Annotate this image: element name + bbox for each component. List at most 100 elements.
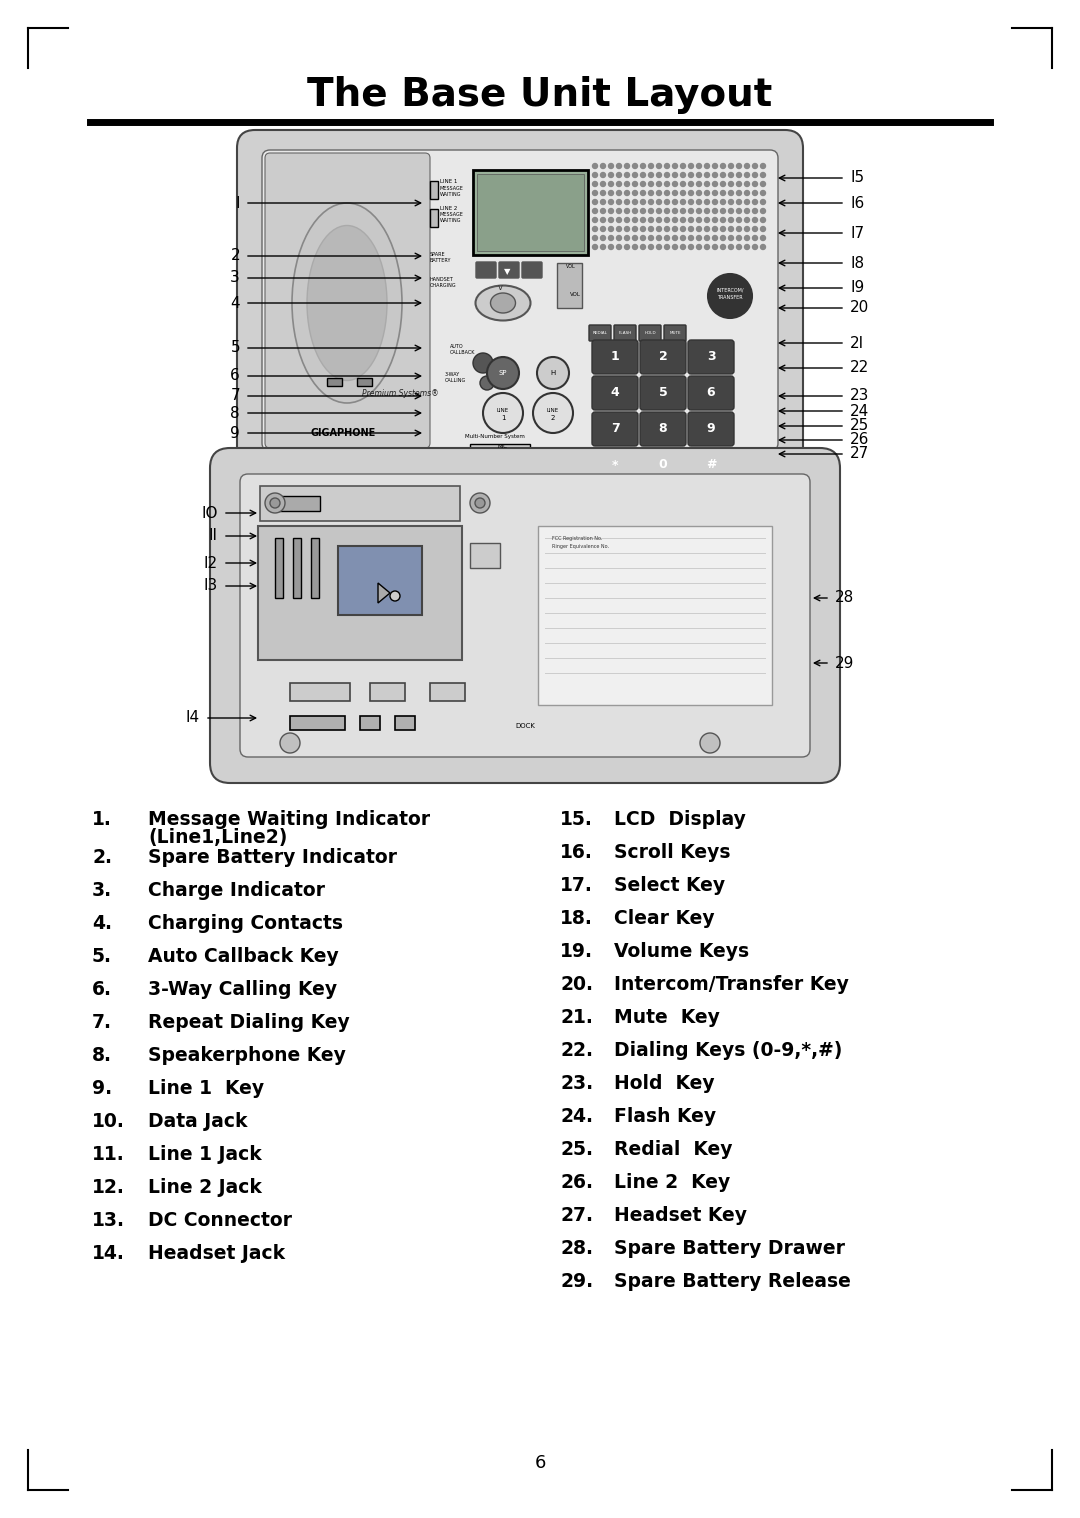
Text: 19.: 19. bbox=[561, 943, 593, 961]
Circle shape bbox=[617, 164, 621, 168]
Text: 6.: 6. bbox=[92, 979, 112, 999]
Circle shape bbox=[697, 244, 702, 249]
Text: Auto Callback Key: Auto Callback Key bbox=[148, 947, 339, 965]
FancyBboxPatch shape bbox=[538, 527, 772, 704]
Bar bbox=[430, 683, 465, 701]
Circle shape bbox=[753, 173, 757, 178]
Text: 24.: 24. bbox=[561, 1107, 593, 1126]
Circle shape bbox=[633, 244, 637, 249]
FancyBboxPatch shape bbox=[592, 376, 638, 410]
Text: 3.: 3. bbox=[92, 880, 112, 900]
Circle shape bbox=[680, 208, 686, 214]
FancyBboxPatch shape bbox=[589, 325, 611, 342]
Circle shape bbox=[729, 164, 733, 168]
Circle shape bbox=[673, 164, 677, 168]
Text: 8: 8 bbox=[659, 422, 667, 436]
Circle shape bbox=[633, 190, 637, 196]
Text: Intercom/Transfer Key: Intercom/Transfer Key bbox=[615, 975, 849, 994]
Text: 23: 23 bbox=[850, 389, 869, 404]
Circle shape bbox=[640, 244, 646, 249]
Bar bbox=[473, 170, 588, 255]
Circle shape bbox=[689, 217, 693, 223]
Text: IO: IO bbox=[202, 505, 218, 521]
Text: II: II bbox=[210, 528, 218, 543]
Circle shape bbox=[664, 164, 670, 168]
FancyBboxPatch shape bbox=[688, 448, 734, 483]
Circle shape bbox=[657, 208, 661, 214]
Bar bbox=[260, 486, 460, 521]
Circle shape bbox=[673, 182, 677, 187]
Circle shape bbox=[624, 208, 630, 214]
Circle shape bbox=[617, 173, 621, 178]
Text: 21.: 21. bbox=[561, 1008, 593, 1028]
Text: ▼: ▼ bbox=[503, 267, 510, 276]
Circle shape bbox=[633, 235, 637, 240]
Text: Speakerphone Key: Speakerphone Key bbox=[148, 1046, 346, 1064]
FancyBboxPatch shape bbox=[592, 448, 638, 483]
Circle shape bbox=[737, 190, 742, 196]
Circle shape bbox=[673, 190, 677, 196]
Circle shape bbox=[600, 208, 606, 214]
Bar bbox=[395, 716, 415, 730]
Circle shape bbox=[729, 244, 733, 249]
Text: 12.: 12. bbox=[92, 1178, 125, 1196]
Text: Multi-Number System: Multi-Number System bbox=[465, 434, 525, 439]
Circle shape bbox=[744, 164, 750, 168]
Bar bbox=[357, 378, 372, 386]
Text: *: * bbox=[611, 458, 618, 472]
Text: 9.: 9. bbox=[92, 1079, 112, 1098]
Circle shape bbox=[697, 208, 702, 214]
Circle shape bbox=[704, 199, 710, 205]
Circle shape bbox=[680, 217, 686, 223]
Text: MUTE: MUTE bbox=[670, 331, 680, 335]
Text: 17.: 17. bbox=[561, 876, 593, 896]
Text: LINE: LINE bbox=[546, 407, 559, 413]
Circle shape bbox=[704, 244, 710, 249]
Circle shape bbox=[608, 226, 613, 232]
FancyBboxPatch shape bbox=[237, 131, 804, 477]
Circle shape bbox=[265, 493, 285, 513]
Text: 3-WAY: 3-WAY bbox=[445, 372, 460, 376]
Circle shape bbox=[673, 208, 677, 214]
Circle shape bbox=[640, 164, 646, 168]
Circle shape bbox=[487, 357, 519, 389]
Text: Data Jack: Data Jack bbox=[148, 1111, 247, 1131]
Bar bbox=[293, 537, 301, 598]
Circle shape bbox=[753, 199, 757, 205]
Circle shape bbox=[664, 173, 670, 178]
Text: Line 2 Jack: Line 2 Jack bbox=[148, 1178, 261, 1196]
Circle shape bbox=[608, 190, 613, 196]
Circle shape bbox=[744, 217, 750, 223]
Text: 27.: 27. bbox=[561, 1205, 593, 1225]
Circle shape bbox=[680, 235, 686, 240]
Text: 13.: 13. bbox=[92, 1211, 125, 1230]
Circle shape bbox=[593, 226, 597, 232]
Circle shape bbox=[720, 226, 726, 232]
Circle shape bbox=[617, 217, 621, 223]
Circle shape bbox=[648, 173, 653, 178]
Circle shape bbox=[593, 244, 597, 249]
Text: 10.: 10. bbox=[92, 1111, 125, 1131]
Circle shape bbox=[664, 190, 670, 196]
Circle shape bbox=[600, 217, 606, 223]
Text: 22: 22 bbox=[850, 360, 869, 375]
Circle shape bbox=[648, 164, 653, 168]
Bar bbox=[275, 537, 283, 598]
Text: 14.: 14. bbox=[92, 1243, 125, 1263]
Circle shape bbox=[697, 182, 702, 187]
Text: 4: 4 bbox=[610, 387, 619, 399]
Circle shape bbox=[689, 190, 693, 196]
Text: MESSAGE: MESSAGE bbox=[440, 187, 464, 191]
Circle shape bbox=[704, 173, 710, 178]
Circle shape bbox=[640, 199, 646, 205]
FancyBboxPatch shape bbox=[338, 546, 422, 615]
FancyBboxPatch shape bbox=[240, 474, 810, 757]
Circle shape bbox=[729, 173, 733, 178]
Text: Charge Indicator: Charge Indicator bbox=[148, 880, 325, 900]
Circle shape bbox=[760, 244, 766, 249]
Bar bbox=[470, 543, 500, 568]
Text: 9: 9 bbox=[230, 425, 240, 440]
FancyBboxPatch shape bbox=[639, 325, 661, 342]
Circle shape bbox=[657, 199, 661, 205]
Circle shape bbox=[270, 498, 280, 509]
